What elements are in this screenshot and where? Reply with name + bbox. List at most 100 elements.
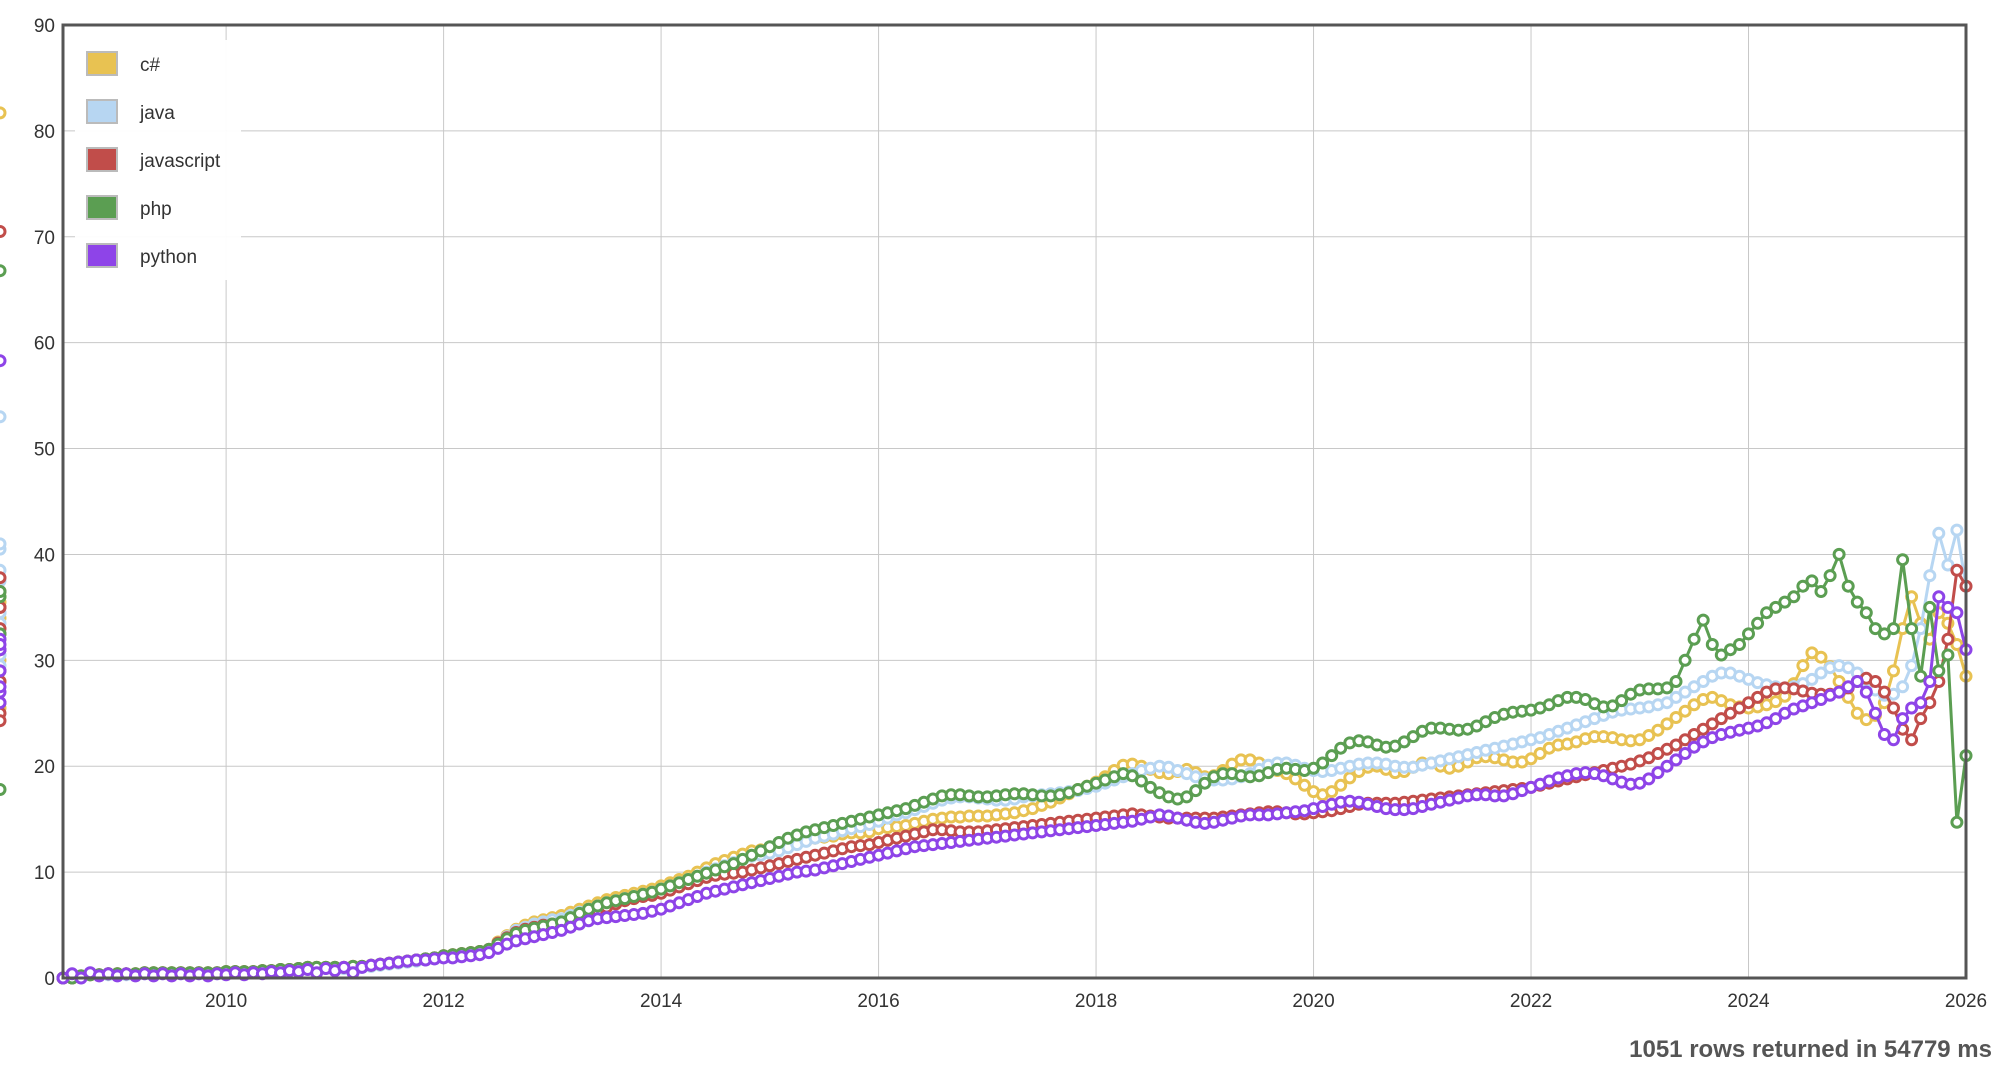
grid-lines <box>63 24 1967 979</box>
data-point <box>1868 706 1882 720</box>
data-point <box>1687 680 1701 694</box>
legend-swatch-php <box>86 195 118 220</box>
data-point <box>0 571 7 585</box>
data-point <box>1950 638 1964 651</box>
data-point <box>1905 622 1919 636</box>
y-tick-label: 60 <box>34 334 55 355</box>
series-java <box>0 410 1973 985</box>
data-point <box>1189 784 1203 798</box>
data-point <box>1742 627 1755 641</box>
data-point <box>1850 595 1864 609</box>
data-point <box>0 638 7 651</box>
data-point <box>1678 747 1692 760</box>
data-point <box>1723 643 1737 657</box>
data-point <box>1298 778 1311 792</box>
data-point <box>0 600 7 614</box>
data-point <box>0 714 7 728</box>
data-point <box>1660 759 1674 773</box>
data-point <box>1325 749 1339 763</box>
data-point <box>1887 701 1900 715</box>
y-tick-label: 50 <box>34 440 55 461</box>
series-c# <box>0 106 1973 985</box>
data-point <box>0 680 7 694</box>
data-point <box>1642 729 1656 742</box>
data-point <box>1941 632 1955 646</box>
data-point <box>1533 747 1547 760</box>
x-axis: 2010 2012 2014 2016 2018 2020 2022 2024 2026 <box>205 991 1987 1012</box>
data-point <box>1316 756 1330 770</box>
data-point <box>1868 622 1882 636</box>
data-point <box>337 960 351 974</box>
data-point <box>1733 638 1746 651</box>
data-point <box>1896 553 1910 567</box>
data-point <box>0 354 7 368</box>
legend-label-java: java <box>139 103 175 124</box>
data-point <box>1669 690 1683 704</box>
plot-frame <box>61 23 1968 980</box>
data-point <box>0 537 7 551</box>
data-point <box>1932 590 1946 604</box>
data-point <box>1769 695 1783 709</box>
data-point <box>1696 722 1710 736</box>
data-point <box>1932 664 1946 678</box>
data-point <box>1923 569 1937 583</box>
data-point <box>1705 717 1719 731</box>
data-point <box>1742 696 1755 710</box>
data-point <box>1896 680 1910 694</box>
data-point <box>1606 699 1620 713</box>
data-point <box>1932 526 1946 540</box>
data-point <box>1950 563 1964 577</box>
legend-swatch-c# <box>86 51 118 76</box>
data-point <box>1678 653 1692 667</box>
data-point <box>1941 600 1955 614</box>
data-point <box>1923 675 1937 688</box>
data-point <box>1796 659 1810 673</box>
data-point <box>1615 694 1629 708</box>
data-point <box>1669 753 1683 767</box>
data-point <box>1307 761 1320 775</box>
y-tick-label: 90 <box>34 16 55 37</box>
data-point <box>1134 774 1148 788</box>
legend-label-javascript: javascript <box>139 151 221 172</box>
data-point <box>0 664 7 678</box>
data-point <box>1660 696 1674 710</box>
data-point <box>1832 547 1846 561</box>
data-point <box>1887 733 1900 747</box>
data-point <box>0 264 7 278</box>
data-point <box>1877 627 1891 641</box>
data-point <box>1950 606 1964 620</box>
x-tick-label: 2024 <box>1727 991 1770 1012</box>
data-point <box>1896 712 1910 726</box>
data-point <box>1678 685 1692 699</box>
data-point <box>1914 712 1928 726</box>
data-point <box>1334 778 1348 792</box>
data-point <box>0 585 7 598</box>
data-point <box>1941 558 1955 572</box>
data-point <box>1877 728 1891 741</box>
data-point <box>1397 735 1411 749</box>
x-tick-label: 2020 <box>1292 991 1334 1012</box>
legend-swatch-javascript <box>86 147 118 172</box>
data-point <box>1923 600 1937 614</box>
data-point <box>1660 681 1674 695</box>
data-point <box>1687 632 1701 646</box>
data-point <box>1660 717 1674 731</box>
data-point <box>1841 680 1855 694</box>
data-point <box>1651 766 1665 780</box>
series-python <box>0 354 1973 985</box>
data-point <box>1325 785 1339 799</box>
x-tick-label: 2010 <box>205 991 247 1012</box>
data-point <box>1796 579 1810 593</box>
data-point <box>1832 685 1846 699</box>
legend-label-c#: c# <box>140 55 161 76</box>
data-point <box>1850 675 1864 688</box>
data-point <box>1180 790 1194 804</box>
data-point <box>1696 613 1710 627</box>
legend-label-python: python <box>140 247 197 268</box>
data-point <box>1751 690 1765 704</box>
data-point <box>0 783 7 796</box>
y-tick-label: 10 <box>34 863 55 884</box>
data-point <box>1787 590 1801 604</box>
series-lines <box>0 106 1973 985</box>
x-tick-label: 2014 <box>640 991 683 1012</box>
